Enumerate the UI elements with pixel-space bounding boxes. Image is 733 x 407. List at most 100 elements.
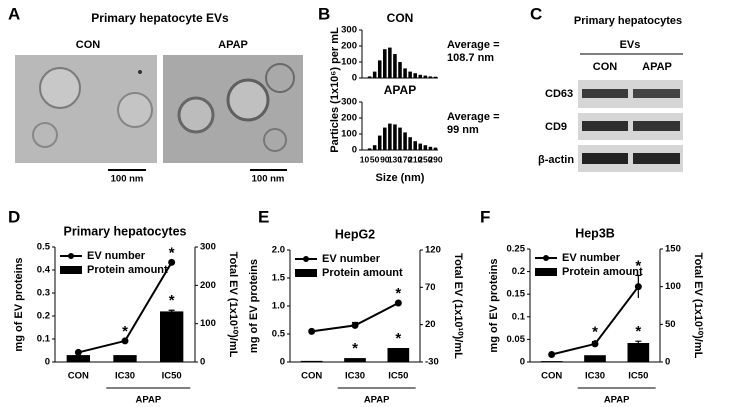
annotation: * — [122, 323, 128, 340]
bar — [403, 132, 407, 150]
error-bar — [635, 340, 642, 345]
bar — [377, 135, 382, 150]
panel-letter: D — [8, 207, 20, 226]
annotation: Average = — [447, 39, 500, 51]
bar — [377, 60, 382, 78]
tick-label: 1.0 — [272, 301, 285, 312]
bar — [433, 76, 438, 78]
annotation: 99 nm — [447, 124, 479, 136]
annotation: Average = — [447, 111, 500, 123]
point — [74, 348, 82, 356]
bar — [372, 71, 377, 78]
tick-label: 0 — [352, 145, 357, 156]
tick-label: 0.1 — [37, 334, 51, 345]
tick-label: 200 — [341, 41, 357, 52]
lane-label: APAP — [642, 61, 672, 73]
legend-swatch — [535, 268, 557, 276]
x-tick-label: 50 — [370, 154, 380, 164]
tick-label: 120 — [425, 245, 441, 256]
annotation: * — [592, 324, 598, 341]
bar — [393, 124, 397, 150]
bar — [627, 343, 650, 362]
error-bar — [352, 321, 358, 329]
bar — [428, 146, 433, 150]
blot-label: CD63 — [545, 88, 573, 100]
tick-label: 0 — [280, 357, 285, 368]
legend-swatch — [68, 253, 74, 259]
bar — [113, 355, 137, 362]
bar — [160, 311, 184, 362]
bar — [367, 148, 372, 150]
bar — [66, 355, 90, 362]
legend-label: Protein amount — [322, 267, 403, 279]
panel-letter: F — [480, 207, 490, 226]
tick-label: 300 — [341, 97, 357, 108]
tick-label: 0.3 — [37, 288, 50, 299]
blot — [578, 80, 683, 108]
annotation: * — [635, 257, 641, 274]
tick-label: 0.15 — [507, 289, 526, 300]
x-tick-label: 10 — [360, 154, 370, 164]
x-tick-label: 290 — [428, 154, 442, 164]
x-tick-label: 250 — [418, 154, 432, 164]
lane-label: CON — [593, 61, 618, 73]
tick-label: 0 — [352, 73, 357, 84]
bar — [413, 73, 417, 78]
bar — [423, 75, 428, 78]
tick-label: 0 — [665, 357, 670, 368]
group-label: EVs — [620, 39, 641, 51]
bar — [388, 47, 392, 78]
legend-swatch — [543, 255, 549, 261]
annotation: * — [592, 337, 598, 354]
em-image — [163, 55, 303, 163]
bar — [433, 147, 438, 150]
bar — [413, 141, 417, 150]
point — [548, 350, 556, 358]
tick-label: 200 — [341, 113, 357, 124]
chart-title: Hep3B — [575, 226, 615, 240]
y2-axis-label: Total EV (1x10¹⁰)/mL — [227, 252, 239, 358]
panel-letter: B — [318, 4, 330, 23]
annotation: * — [395, 285, 401, 302]
x-tick-label: CON — [301, 371, 322, 382]
tick-label: 0.25 — [507, 244, 526, 255]
error-bar — [635, 274, 642, 298]
bar — [403, 68, 407, 78]
bar — [418, 74, 423, 78]
tick-label: 0.2 — [512, 266, 525, 277]
tick-label: 50 — [665, 319, 676, 330]
tick-label: 300 — [341, 25, 357, 36]
bar — [398, 127, 402, 150]
group-label: APAP — [135, 395, 161, 406]
bar — [408, 137, 412, 150]
x-tick-label: 170 — [398, 154, 412, 164]
y2-axis-label: Total EV (1x10¹⁰)/mL — [452, 253, 464, 359]
tick-label: 0 — [45, 357, 50, 368]
tick-label: 0.2 — [37, 311, 50, 322]
bar — [387, 348, 410, 362]
annotation: * — [169, 292, 175, 309]
group-label: APAP — [604, 395, 630, 406]
legend-label: EV number — [562, 252, 621, 264]
tick-label: 300 — [200, 242, 216, 253]
error-bar — [168, 309, 175, 313]
bar — [584, 355, 606, 362]
x-axis-label: Size (nm) — [376, 172, 425, 184]
tick-label: 0 — [520, 357, 525, 368]
panel-letter: C — [530, 4, 542, 23]
x-tick-label: 90 — [380, 154, 390, 164]
tick-label: 2.0 — [272, 245, 285, 256]
tick-label: -30 — [425, 357, 439, 368]
bar — [408, 71, 412, 78]
blot-label: β-actin — [538, 154, 574, 166]
tick-label: 0.05 — [507, 334, 526, 345]
bar — [540, 361, 563, 362]
tick-label: 100 — [200, 318, 216, 329]
x-tick-label: IC50 — [388, 371, 408, 382]
legend-label: EV number — [322, 253, 381, 265]
chart-title: HepG2 — [335, 227, 375, 241]
x-tick-label: IC50 — [162, 371, 182, 382]
point — [168, 258, 176, 266]
legend-label: EV number — [87, 250, 146, 262]
bar — [344, 358, 366, 362]
